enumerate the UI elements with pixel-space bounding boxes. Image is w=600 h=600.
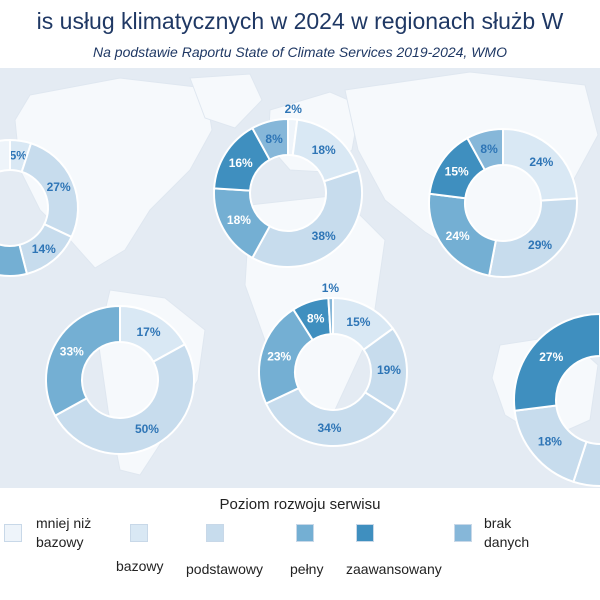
donut-2-slice-3 — [250, 168, 363, 268]
donut-5-label-2: 19% — [377, 363, 401, 377]
donut-5-slice-3 — [264, 386, 397, 447]
donut-chart-1: 5% 27% 14% — [0, 138, 79, 277]
donut-chart-5: 15% 19% 34% 23% 8% 1% — [258, 281, 408, 447]
donut-4-label-3: 33% — [60, 344, 84, 358]
legend-label-bazowy: bazowy — [116, 558, 164, 574]
legend-label-brak-danych: brak danych — [484, 515, 530, 550]
legend-label-zaawansowany: zaawansowany — [346, 561, 442, 577]
donut-6-slice-4 — [513, 312, 600, 412]
donut-chart-3: 24% 29% 24% 15% 8% — [428, 127, 578, 278]
donut-3-label-1: 24% — [529, 155, 553, 169]
donut-5-label-4: 23% — [267, 349, 291, 363]
donut-1-label-3: 14% — [32, 242, 56, 256]
donut-2-label-2: 18% — [312, 143, 336, 157]
donut-3-slice-5 — [465, 127, 504, 172]
legend-swatch-zaawansowany — [356, 524, 374, 542]
legend-title: Poziom rozwoju serwisu — [219, 496, 381, 513]
donut-1-slice-4 — [0, 243, 29, 277]
legend-swatch-mniej-niz-bazowy — [4, 524, 22, 542]
donut-2-label-4: 18% — [227, 213, 251, 227]
donut-4-slice-2 — [53, 342, 195, 455]
donut-3-label-5: 8% — [480, 142, 498, 156]
donut-2-label-3: 38% — [312, 229, 336, 243]
donut-3-label-3: 24% — [446, 229, 470, 243]
donut-1-label-1: 5% — [10, 149, 28, 163]
donut-2-label-5: 16% — [229, 156, 253, 170]
donut-2-slice-6 — [250, 117, 289, 162]
donut-3-label-2: 29% — [528, 238, 552, 252]
donut-chart-6: 18% 27% — [513, 312, 600, 487]
donut-5-slice-6 — [327, 296, 334, 336]
donut-5-label-6: 1% — [322, 281, 340, 295]
map-greenland — [189, 73, 263, 129]
donut-4-label-1: 17% — [136, 325, 160, 339]
legend-swatch-brak-danych — [454, 524, 472, 542]
legend-label-mniej-niz-bazowy: mniej niż bazowy — [36, 515, 92, 550]
legend-swatch-podstawowy — [206, 524, 224, 542]
donut-chart-2: 2% 18% 38% 18% 16% 8% — [213, 102, 363, 268]
legend-label-pelny: pełny — [290, 561, 324, 577]
donut-charts: 5% 27% 14% 2% 18% 38% 18% 16% 8% 24% 29% 24% 15% 8% 17… — [0, 102, 600, 487]
donut-5-label-5: 8% — [307, 312, 325, 326]
donut-4-slice-3 — [45, 304, 121, 418]
donut-3-slice-2 — [487, 197, 578, 278]
donut-6-label-4: 27% — [539, 350, 563, 364]
donut-chart-4: 17% 50% 33% — [45, 304, 195, 455]
donut-5-label-1: 15% — [346, 315, 370, 329]
donut-5-label-3: 34% — [317, 421, 341, 435]
donut-1-label-2: 27% — [47, 180, 71, 194]
legend-swatch-pelny — [296, 524, 314, 542]
donut-2-label-1: 2% — [285, 102, 303, 116]
legend-swatch-bazowy — [130, 524, 148, 542]
donut-6-slice-2 — [572, 440, 600, 487]
donut-2-label-6: 8% — [265, 132, 283, 146]
chart-subtitle: Na podstawie Raportu State of Climate Se… — [93, 44, 507, 60]
donut-3-label-4: 15% — [445, 165, 469, 179]
chart-title: is usług klimatycznych w 2024 w regionac… — [36, 8, 564, 34]
legend-label-podstawowy: podstawowy — [186, 561, 264, 577]
donut-1-slice-5 — [0, 138, 11, 173]
donut-6-label-3: 18% — [538, 434, 562, 448]
donut-4-label-2: 50% — [135, 422, 159, 436]
